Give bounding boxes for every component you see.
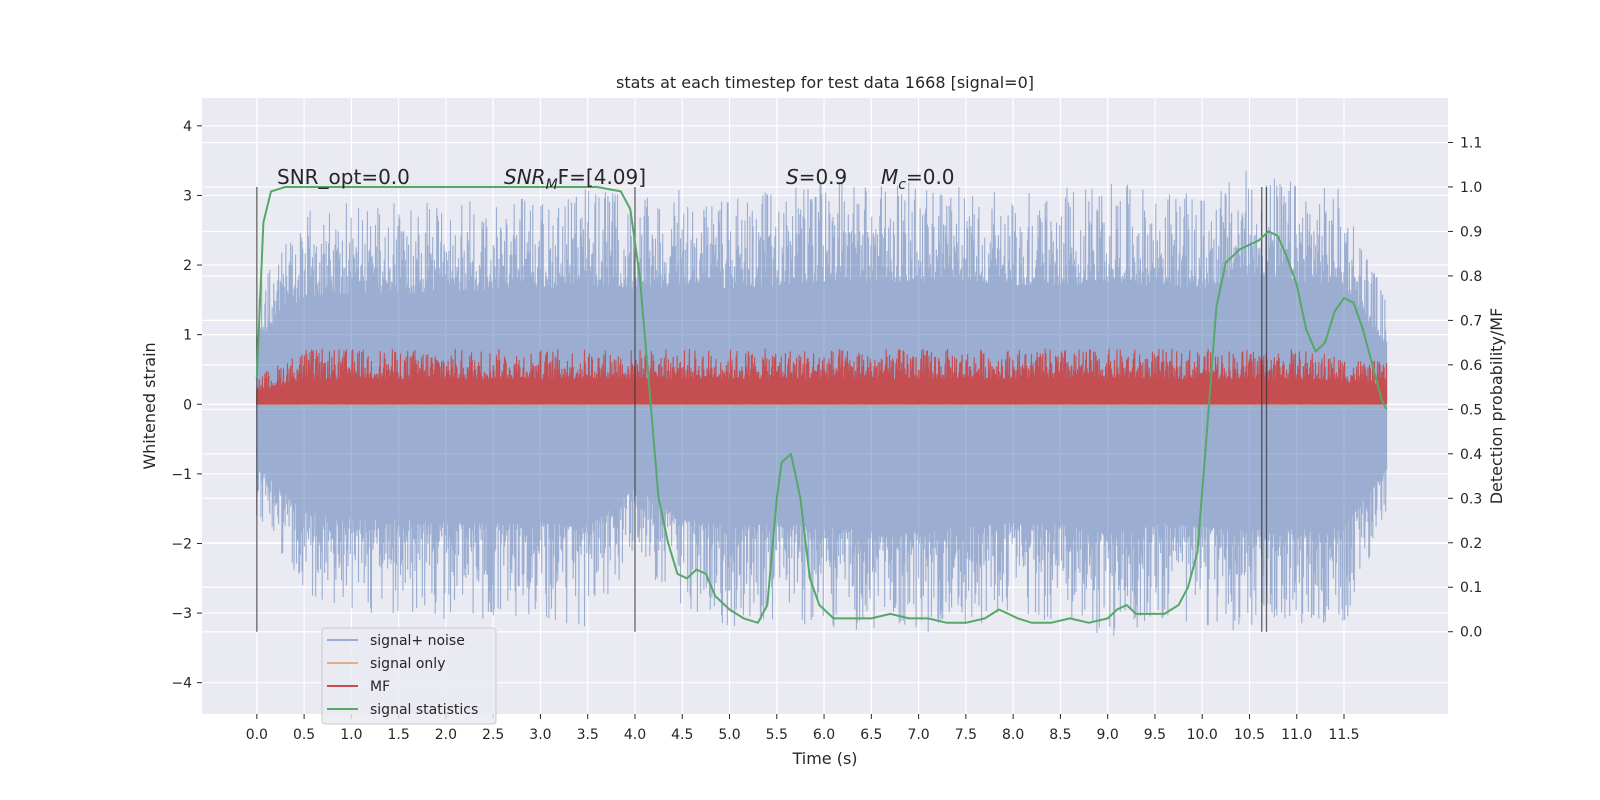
x-tick-label: 11.5 [1328, 727, 1359, 743]
x-tick-label: 2.0 [435, 727, 457, 743]
annotation-s-symbol: S [786, 165, 799, 189]
annotation-mc-value: =0.0 [906, 165, 955, 189]
y2-tick-label: 0.3 [1460, 491, 1482, 507]
annotation-snr-mf-symbol: SNR [504, 165, 546, 189]
y2-tick-label: 1.1 [1460, 135, 1482, 151]
y2-axis-ticks: 0.0 0.1 0.2 0.3 0.4 0.5 0.6 0.7 0.8 0.9 1.0 1.1 [1448, 135, 1482, 641]
y-tick-label: 1 [183, 328, 192, 344]
x-tick-label: 5.0 [718, 727, 740, 743]
y2-tick-label: 0.6 [1460, 358, 1482, 374]
x-tick-label: 7.0 [907, 727, 929, 743]
y2-tick-label: 0.0 [1460, 625, 1482, 641]
y-tick-label: 0 [183, 397, 192, 413]
y-tick-label: −1 [171, 467, 192, 483]
annotation-mc: Mc=0.0 [881, 165, 955, 193]
series-signal-statistics [255, 186, 1388, 624]
x-tick-label: 9.0 [1097, 727, 1119, 743]
y2-tick-label: 0.7 [1460, 313, 1482, 329]
legend-label-signal-statistics: signal statistics [370, 702, 478, 718]
x-tick-label: 0.5 [293, 727, 315, 743]
x-tick-label: 2.5 [482, 727, 504, 743]
annotation-s: S=0.9 [786, 165, 847, 189]
plot-area [255, 170, 1388, 636]
y2-tick-label: 0.2 [1460, 536, 1482, 552]
legend-label-mf: MF [370, 679, 390, 695]
x-tick-label: 10.5 [1234, 727, 1265, 743]
annotation-mc-subscript: c [898, 177, 906, 193]
legend: signal+ noise signal only MF signal stat… [321, 627, 497, 725]
x-axis-label: Time (s) [791, 749, 857, 768]
annotation-snr-opt: SNR_opt=0.0 [277, 165, 410, 189]
x-tick-label: 3.0 [529, 727, 551, 743]
y2-axis-label: Detection probability/MF [1487, 308, 1506, 505]
x-tick-label: 10.0 [1187, 727, 1218, 743]
y2-tick-label: 0.5 [1460, 402, 1482, 418]
y-tick-label: 3 [183, 188, 192, 204]
x-tick-label: 6.5 [860, 727, 882, 743]
y-tick-label: −4 [171, 676, 192, 692]
legend-box [321, 627, 497, 725]
y2-tick-label: 0.1 [1460, 580, 1482, 596]
x-tick-label: 3.5 [577, 727, 599, 743]
series-mf [256, 348, 1388, 405]
chart-title: stats at each timestep for test data 166… [616, 73, 1034, 92]
x-tick-label: 6.0 [813, 727, 835, 743]
x-tick-label: 1.0 [340, 727, 362, 743]
y-tick-label: −3 [171, 606, 192, 622]
y-axis-label: Whitened strain [140, 342, 159, 469]
x-tick-label: 4.5 [671, 727, 693, 743]
x-tick-label: 5.5 [766, 727, 788, 743]
x-tick-label: 9.5 [1144, 727, 1166, 743]
legend-label-signal-only: signal only [370, 656, 445, 672]
y-tick-label: 2 [183, 258, 192, 274]
x-axis-ticks: 0.0 0.5 1.0 1.5 2.0 2.5 3.0 3.5 4.0 4.5 5.0 5.5 6.0 6… [246, 714, 1360, 743]
y-axis-ticks: −4 −3 −2 −1 0 1 2 3 4 [171, 119, 202, 692]
x-tick-label: 8.5 [1049, 727, 1071, 743]
y-tick-label: 4 [183, 119, 192, 135]
x-tick-label: 0.0 [246, 727, 268, 743]
annotation-snr-mf-value: F=[4.09] [558, 165, 646, 189]
y2-tick-label: 1.0 [1460, 180, 1482, 196]
y2-tick-label: 0.9 [1460, 224, 1482, 240]
y2-tick-label: 0.4 [1460, 447, 1482, 463]
x-tick-label: 11.0 [1281, 727, 1312, 743]
x-tick-label: 8.0 [1002, 727, 1024, 743]
x-tick-label: 4.0 [624, 727, 646, 743]
x-tick-label: 7.5 [955, 727, 977, 743]
annotation-snr-mf-subscript: M [546, 177, 558, 193]
x-tick-label: 1.5 [388, 727, 410, 743]
y-tick-label: −2 [171, 536, 192, 552]
annotation-mc-symbol: M [881, 165, 898, 189]
legend-label-signal-noise: signal+ noise [370, 633, 465, 649]
y2-tick-label: 0.8 [1460, 269, 1482, 285]
annotation-s-value: =0.9 [799, 165, 848, 189]
annotation-snr-mf: SNRMF=[4.09] [504, 165, 646, 193]
